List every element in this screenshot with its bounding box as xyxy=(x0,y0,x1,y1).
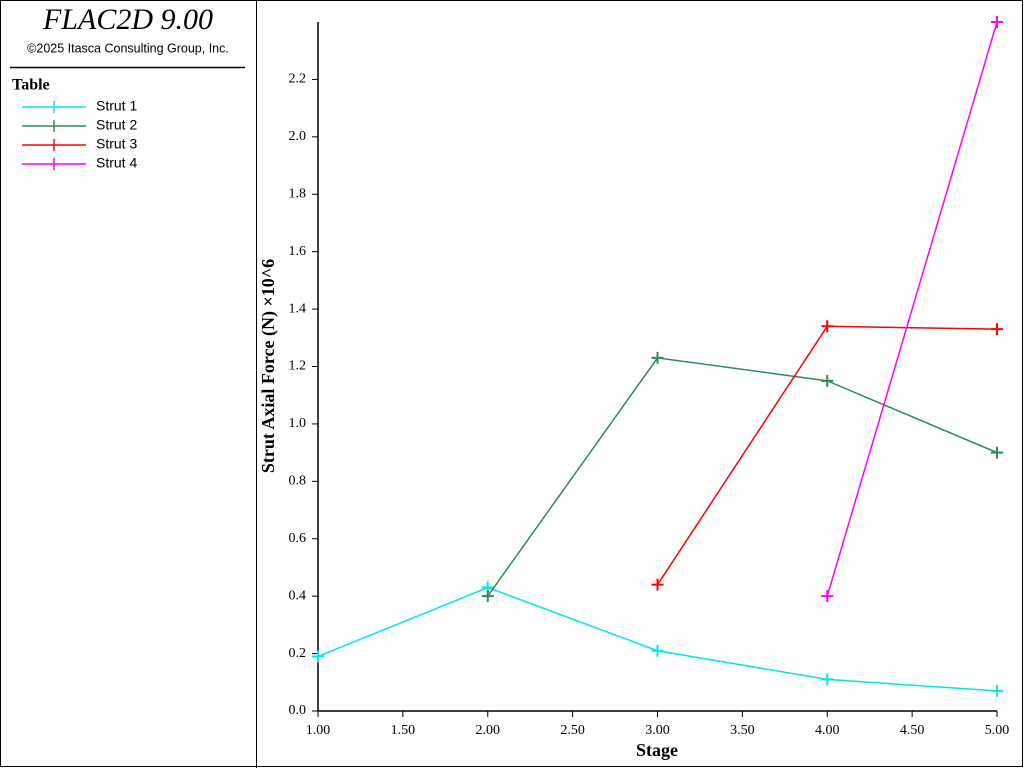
y-tick-label: 0.4 xyxy=(289,588,307,603)
x-tick-label: 2.00 xyxy=(476,723,501,738)
point-marker xyxy=(821,374,834,387)
y-tick-label: 1.0 xyxy=(289,416,307,431)
x-tick-label: 1.50 xyxy=(391,723,416,738)
y-tick-label: 0.0 xyxy=(289,703,307,718)
y-tick-label: 1.4 xyxy=(289,301,307,316)
point-marker xyxy=(312,650,324,663)
point-marker xyxy=(651,351,664,364)
point-marker xyxy=(821,673,834,686)
point-marker xyxy=(991,16,1003,28)
y-tick-label: 2.0 xyxy=(289,129,307,144)
y-tick-label: 0.2 xyxy=(289,646,307,661)
y-tick-label: 2.2 xyxy=(289,72,307,87)
legend-title: Table xyxy=(12,77,50,94)
legend-label: Strut 2 xyxy=(96,117,137,133)
point-marker xyxy=(481,590,494,603)
point-marker xyxy=(821,320,834,333)
y-axis-label: Strut Axial Force (N) ×10^6 xyxy=(258,259,279,473)
legend-label: Strut 4 xyxy=(96,155,137,171)
point-marker xyxy=(651,644,664,657)
x-tick-label: 3.00 xyxy=(645,723,670,738)
legend-label: Strut 3 xyxy=(96,136,137,152)
y-tick-label: 0.8 xyxy=(289,474,307,489)
plot-area: 0.0 0.2 0.4 0.6 0.8 1.0 1.2 1.4 1.6 1.8 2.0 2.2 1.00… xyxy=(289,16,1010,738)
legend: Strut 1 Strut 2 Strut 3 Strut 4 xyxy=(22,98,137,171)
x-tick-label: 1.00 xyxy=(306,723,331,738)
y-tick-label: 1.2 xyxy=(289,359,307,374)
x-tick-label: 4.00 xyxy=(815,723,840,738)
app-title: FLAC2D 9.00 xyxy=(42,3,213,36)
x-axis-label: Stage xyxy=(636,740,678,760)
point-marker xyxy=(991,684,1003,697)
x-tick-label: 2.50 xyxy=(560,723,585,738)
y-tick-label: 0.6 xyxy=(289,531,307,546)
x-tick-label: 4.50 xyxy=(900,723,925,738)
series-line xyxy=(826,21,998,597)
y-tick-label: 1.8 xyxy=(289,186,307,201)
y-tick-label: 1.6 xyxy=(289,244,307,259)
point-marker xyxy=(651,578,664,591)
x-tick-label: 5.00 xyxy=(985,723,1010,738)
x-tick-label: 3.50 xyxy=(730,723,755,738)
point-marker xyxy=(991,323,1003,336)
point-marker xyxy=(821,590,834,603)
series-line xyxy=(487,357,998,597)
legend-label: Strut 1 xyxy=(96,98,137,114)
point-marker xyxy=(991,446,1003,459)
copyright: ©2025 Itasca Consulting Group, Inc. xyxy=(27,41,229,55)
